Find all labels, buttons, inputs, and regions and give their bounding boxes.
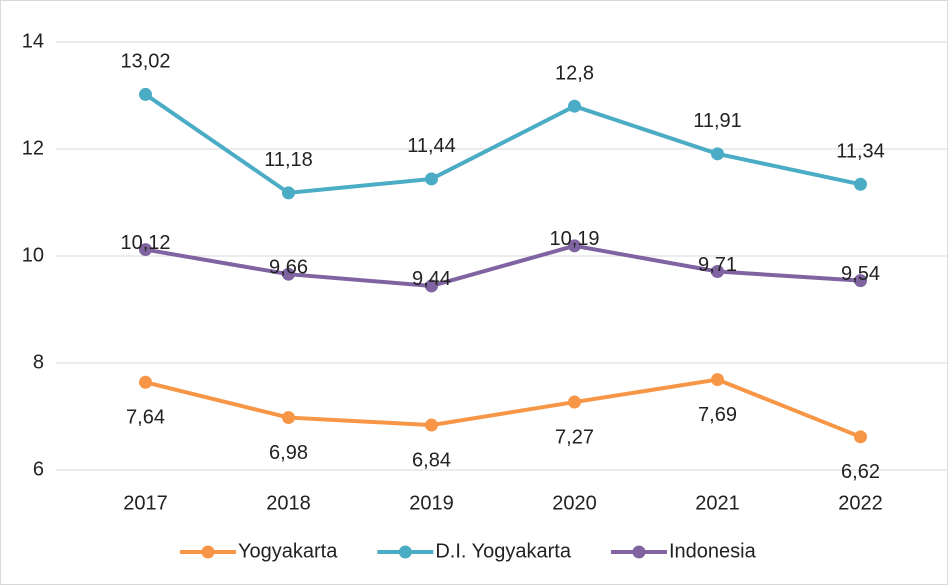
y-tick-label: 12 [22,137,44,159]
data-label: 7,64 [126,407,165,429]
data-point [711,147,724,161]
data-point [282,186,295,200]
legend-label: Yogyakarta [238,540,338,562]
x-tick-label: 2019 [409,492,454,514]
x-tick-label: 2018 [266,492,311,514]
data-point [711,373,724,387]
data-label: 10,12 [120,232,170,254]
data-point [568,239,581,253]
data-label: 11,18 [264,149,313,171]
y-tick-label: 6 [33,458,44,480]
legend-label: D.I. Yogyakarta [435,540,572,562]
data-point [425,172,438,186]
data-label: 6,98 [269,442,308,464]
data-point [711,265,724,279]
series-line [145,243,861,288]
data-label: 6,84 [412,449,451,471]
y-tick-label: 8 [33,351,44,373]
data-label: 7,69 [698,404,737,426]
data-point [139,87,152,101]
x-tick-label: 2021 [695,492,740,514]
data-label: 11,91 [693,110,742,132]
data-point [139,375,152,389]
series-line [145,377,862,439]
y-tick-label: 14 [22,30,44,52]
data-label: 11,44 [407,135,456,157]
legend-marker [201,545,215,559]
legend-marker [632,545,646,559]
x-tick-label: 2022 [838,492,883,514]
data-label: 11,34 [836,141,885,163]
x-tick-label: 2020 [552,492,597,514]
data-label: 12,8 [555,62,594,84]
legend-marker [398,545,412,559]
data-label: 9,71 [698,254,737,276]
data-label: 6,62 [841,461,880,483]
data-point [425,279,438,293]
legend-label: Indonesia [669,540,757,562]
data-point [568,395,581,409]
data-point [568,99,581,113]
data-label: 9,66 [269,256,308,278]
data-label: 9,54 [841,263,880,285]
data-point [854,430,867,444]
data-label: 7,27 [555,426,594,448]
data-point [854,274,867,288]
data-label: 13,02 [120,51,170,73]
data-label: 9,44 [412,268,451,290]
series-line [144,92,861,195]
data-label: 10,19 [549,228,599,250]
data-point [854,177,867,191]
data-point [282,411,295,425]
x-tick-label: 2017 [123,492,168,514]
y-tick-label: 10 [22,244,44,266]
data-point [282,267,295,281]
data-point [425,418,438,432]
data-point [139,243,152,257]
